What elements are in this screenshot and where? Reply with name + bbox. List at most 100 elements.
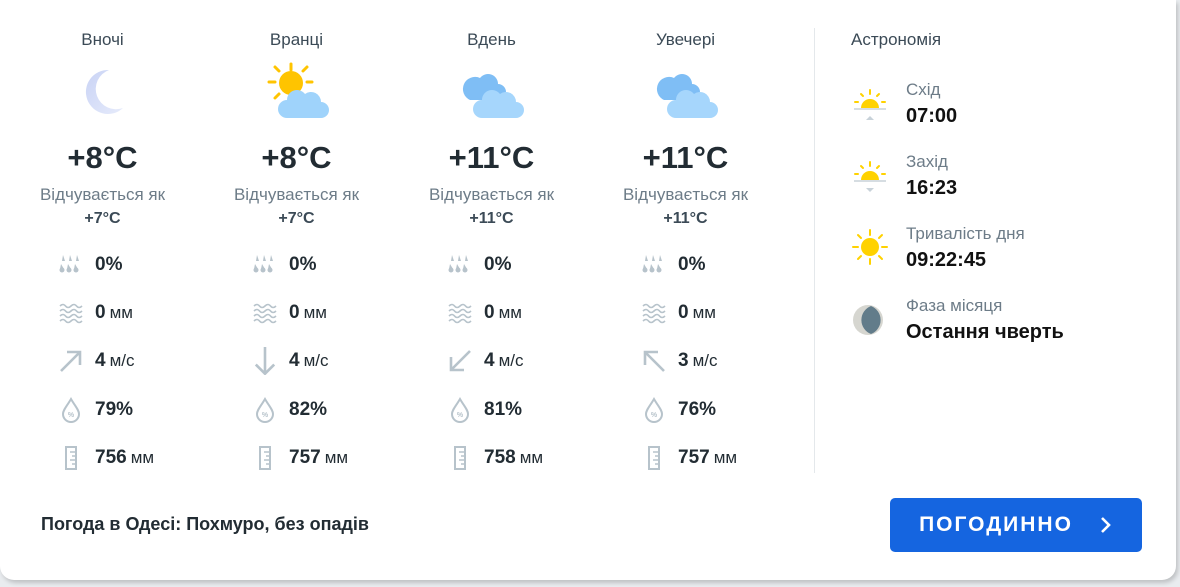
astronomy-panel: Астрономія Схід 07:00 Захід 16:23 Тривалість… <box>851 30 1064 343</box>
wind-row: 3 м/с <box>640 346 718 376</box>
precipitation-amount-icon <box>59 303 83 324</box>
humidity-row: % 82% <box>251 395 327 425</box>
unit: мм <box>692 303 716 322</box>
astronomy-item-sunrise: Схід 07:00 <box>851 80 1151 130</box>
precip-prob-row: 0% <box>57 250 122 280</box>
feels-like-value: +7°C <box>84 210 121 227</box>
precip-prob-row: 0% <box>640 250 705 280</box>
pressure-row: 757 мм <box>640 443 737 473</box>
astronomy-item-moon-phase: Фаза місяця Остання чверть <box>851 296 1151 346</box>
temperature: +8°C <box>261 140 332 175</box>
temperature: +11°C <box>642 140 729 175</box>
precip-row: 0 мм <box>57 298 133 328</box>
precip-value: 0 <box>95 302 106 323</box>
precip-value: 0 <box>484 302 495 323</box>
feels-like-value: +11°C <box>469 210 514 227</box>
cloud-icon <box>654 62 718 122</box>
precip-row: 0 мм <box>640 298 716 328</box>
unit: мм <box>498 303 522 322</box>
pressure-row: 756 мм <box>57 443 154 473</box>
svg-text:%: % <box>457 412 464 419</box>
wind-direction-icon <box>449 350 471 372</box>
unit: м/с <box>692 351 718 370</box>
humidity-row: % 81% <box>446 395 522 425</box>
wind-direction-icon <box>254 347 276 375</box>
humidity-value: 79% <box>95 399 134 420</box>
precip-prob-value: 0% <box>289 254 317 275</box>
pressure-value: 757 <box>289 447 321 468</box>
pressure-icon <box>65 446 77 470</box>
period-name: Вдень <box>467 30 516 49</box>
unit: мм <box>324 448 349 467</box>
pressure-icon <box>454 446 466 470</box>
pressure-row: 757 мм <box>251 443 348 473</box>
unit: мм <box>109 303 133 322</box>
sun-cloud-icon <box>265 62 329 122</box>
precipitation-probability-icon <box>642 255 662 273</box>
astronomy-value: 09:22:45 <box>906 249 987 271</box>
precip-value: 0 <box>678 302 689 323</box>
hourly-button[interactable]: погодинно <box>890 498 1142 552</box>
humidity-row: % 79% <box>57 395 133 425</box>
astronomy-label: Схід <box>906 80 941 99</box>
precip-value: 0 <box>289 302 300 323</box>
unit: мм <box>303 303 327 322</box>
astronomy-item-sunset: Захід 16:23 <box>851 152 1151 202</box>
feels-like-label: Відчувається як <box>39 185 166 204</box>
precip-prob-value: 0% <box>95 254 123 275</box>
svg-text:%: % <box>68 412 75 419</box>
precipitation-amount-icon <box>642 303 666 324</box>
humidity-icon: % <box>255 396 275 423</box>
sunset-icon <box>854 161 886 192</box>
feels-like-value: +11°C <box>663 210 708 227</box>
humidity-row: % 76% <box>640 395 716 425</box>
precipitation-probability-icon <box>448 255 468 273</box>
humidity-value: 82% <box>289 399 328 420</box>
astronomy-title: Астрономія <box>851 30 942 49</box>
unit: м/с <box>303 351 329 370</box>
temperature: +8°C <box>67 140 138 175</box>
precip-row: 0 мм <box>446 298 522 328</box>
astronomy-value: 16:23 <box>906 177 958 199</box>
precip-prob-row: 0% <box>251 250 316 280</box>
unit: м/с <box>498 351 524 370</box>
pressure-row: 758 мм <box>446 443 543 473</box>
humidity-icon: % <box>450 396 470 423</box>
cloud-icon <box>460 62 524 122</box>
sun-icon <box>852 229 888 265</box>
precipitation-probability-icon <box>253 255 273 273</box>
unit: м/с <box>109 351 135 370</box>
svg-text:%: % <box>651 412 658 419</box>
period-name: Увечері <box>655 30 716 49</box>
wind-direction-icon <box>60 350 82 372</box>
feels-like-label: Відчувається як <box>428 185 555 204</box>
astronomy-label: Тривалість дня <box>906 224 1025 243</box>
pressure-icon <box>648 446 660 470</box>
chevron-right-icon <box>1101 517 1111 533</box>
humidity-value: 81% <box>484 399 523 420</box>
astronomy-label: Захід <box>906 152 948 171</box>
moon-phase-icon <box>853 305 883 335</box>
pressure-value: 758 <box>484 447 516 468</box>
precip-prob-row: 0% <box>446 250 511 280</box>
wind-direction-icon <box>643 350 665 372</box>
wind-row: 4 м/с <box>57 346 135 376</box>
unit: мм <box>713 448 738 467</box>
precip-row: 0 мм <box>251 298 327 328</box>
astronomy-value: Остання чверть <box>906 321 1064 343</box>
feels-like-label: Відчувається як <box>233 185 360 204</box>
precipitation-probability-icon <box>59 255 79 273</box>
wind-row: 4 м/с <box>446 346 524 376</box>
unit: мм <box>519 448 544 467</box>
wind-row: 4 м/с <box>251 346 329 376</box>
wind-value: 3 <box>678 350 689 371</box>
precip-prob-value: 0% <box>484 254 512 275</box>
pressure-icon <box>259 446 271 470</box>
humidity-icon: % <box>61 396 81 423</box>
pressure-value: 756 <box>95 447 127 468</box>
moon-icon <box>71 62 135 122</box>
wind-value: 4 <box>289 350 300 371</box>
pressure-value: 757 <box>678 447 710 468</box>
astronomy-label: Фаза місяця <box>906 296 1003 315</box>
